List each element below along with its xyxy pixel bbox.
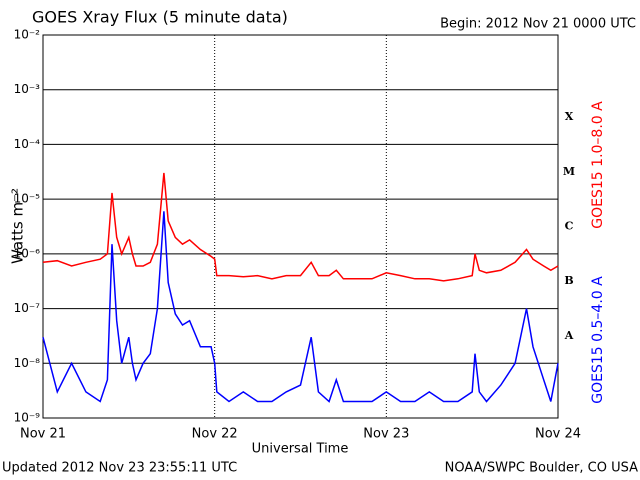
- footer-right: NOAA/SWPC Boulder, CO USA: [445, 461, 638, 476]
- legend-entry: GOES15 1.0–8.0 A: [590, 101, 606, 229]
- x-tick-label: Nov 21: [20, 427, 66, 442]
- series-line: [42, 172, 559, 282]
- x-tick-label: Nov 23: [363, 427, 409, 442]
- flare-class-label: B: [564, 274, 573, 287]
- y-tick-label: 10⁻⁷: [14, 301, 41, 315]
- flare-class-label: A: [564, 329, 574, 342]
- y-tick-label: 10⁻⁴: [14, 137, 41, 151]
- flare-class-label: C: [565, 220, 574, 233]
- legend-entry: GOES15 0.5–4.0 A: [590, 276, 606, 404]
- footer-left: Updated 2012 Nov 23 23:55:11 UTC: [2, 461, 237, 476]
- flare-class-label: X: [565, 110, 574, 123]
- x-axis-label: Universal Time: [252, 442, 349, 457]
- y-tick-label: 10⁻⁹: [14, 411, 41, 425]
- plot-frame: [42, 34, 559, 419]
- y-tick-label: 10⁻⁵: [14, 192, 41, 206]
- flare-class-label: M: [563, 165, 575, 178]
- y-tick-label: 10⁻⁶: [14, 246, 41, 260]
- y-tick-label: 10⁻³: [14, 82, 41, 96]
- y-tick-label: 10⁻⁸: [14, 356, 41, 370]
- x-tick-label: Nov 22: [192, 427, 238, 442]
- y-axis-label: Watts m⁻²: [9, 188, 27, 264]
- chart-title: GOES Xray Flux (5 minute data): [32, 8, 288, 27]
- x-tick-label: Nov 24: [535, 427, 581, 442]
- y-tick-label: 10⁻²: [14, 28, 41, 42]
- series-line: [42, 211, 559, 403]
- chart-subtitle: Begin: 2012 Nov 21 0000 UTC: [440, 17, 636, 32]
